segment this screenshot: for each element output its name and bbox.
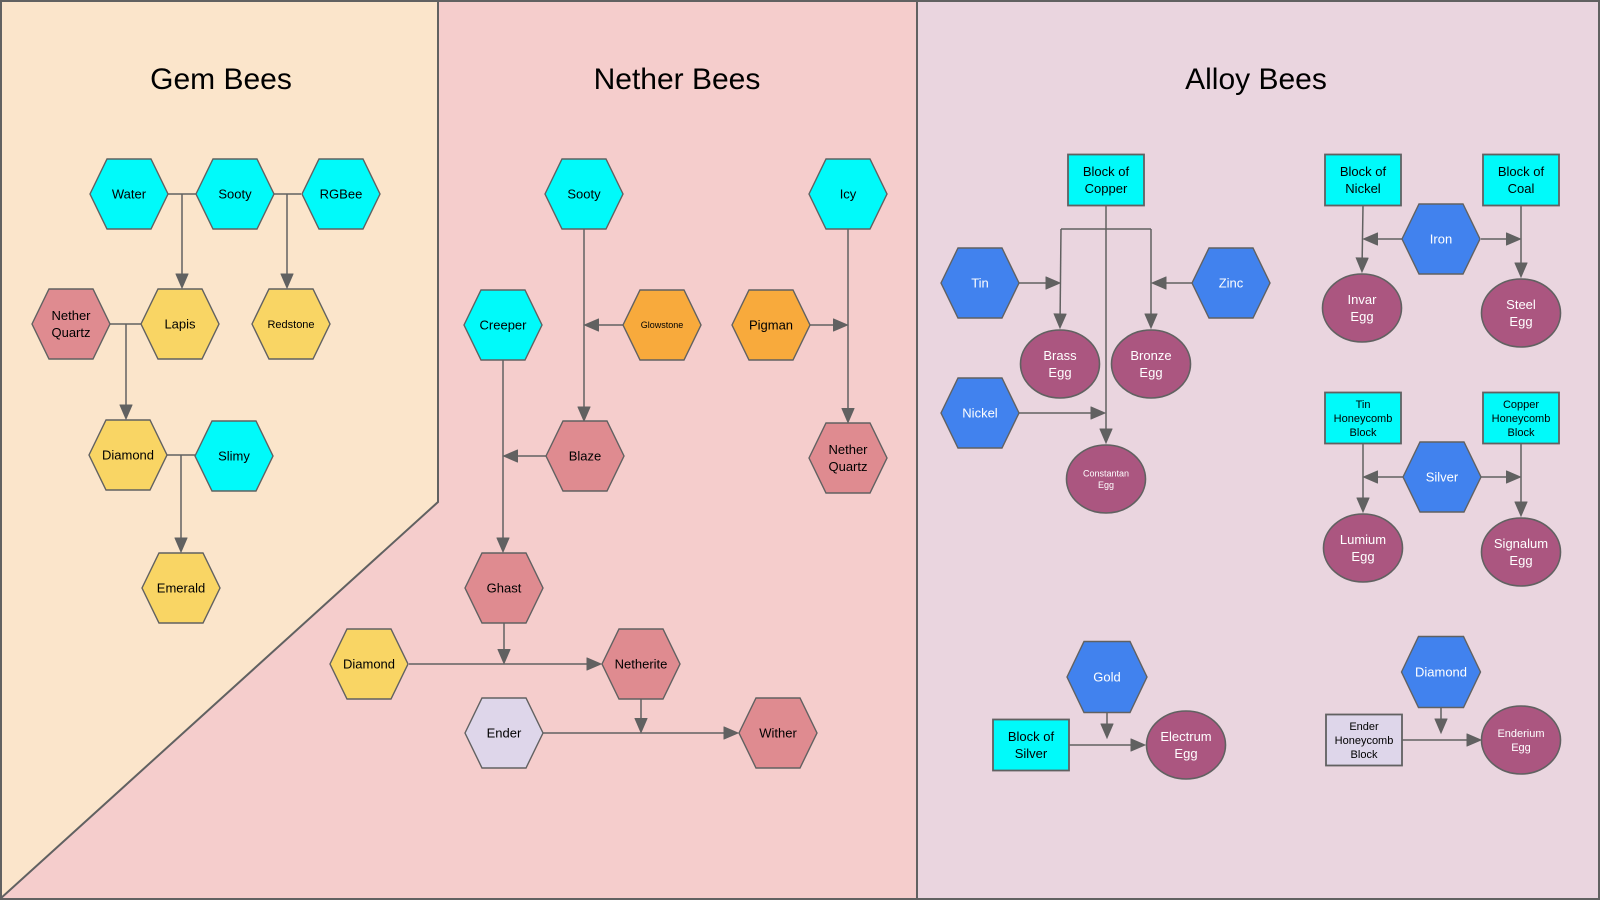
- svg-text:Ender: Ender: [1349, 721, 1379, 733]
- svg-text:Gem Bees: Gem Bees: [150, 63, 292, 96]
- svg-text:Constantan: Constantan: [1083, 468, 1129, 478]
- svg-text:Ghast: Ghast: [487, 581, 522, 596]
- svg-text:Pigman: Pigman: [749, 318, 793, 333]
- svg-text:Diamond: Diamond: [1415, 665, 1467, 680]
- svg-text:Slimy: Slimy: [218, 449, 250, 464]
- svg-text:Copper: Copper: [1085, 181, 1128, 196]
- svg-text:Creeper: Creeper: [480, 318, 528, 333]
- svg-text:Silver: Silver: [1426, 470, 1459, 485]
- svg-text:Alloy Bees: Alloy Bees: [1185, 63, 1327, 96]
- svg-text:Egg: Egg: [1509, 553, 1532, 568]
- svg-text:Diamond: Diamond: [343, 657, 395, 672]
- svg-text:Lumium: Lumium: [1340, 532, 1386, 547]
- svg-text:Nether: Nether: [828, 442, 868, 457]
- svg-text:Iron: Iron: [1430, 232, 1452, 247]
- svg-text:Gold: Gold: [1093, 670, 1120, 685]
- svg-text:Egg: Egg: [1511, 742, 1531, 754]
- svg-text:Blaze: Blaze: [569, 449, 602, 464]
- svg-text:Block of: Block of: [1340, 164, 1387, 179]
- svg-text:Emerald: Emerald: [157, 581, 205, 596]
- svg-text:Nickel: Nickel: [962, 406, 998, 421]
- svg-text:Electrum: Electrum: [1160, 729, 1211, 744]
- svg-text:Sooty: Sooty: [218, 187, 252, 202]
- svg-text:Silver: Silver: [1015, 746, 1048, 761]
- svg-text:Tin: Tin: [971, 276, 989, 291]
- svg-text:Honeycomb: Honeycomb: [1492, 413, 1551, 425]
- svg-text:Diamond: Diamond: [102, 448, 154, 463]
- svg-text:Wither: Wither: [759, 726, 797, 741]
- svg-text:Block: Block: [1508, 427, 1535, 439]
- svg-text:Egg: Egg: [1048, 365, 1071, 380]
- svg-text:Egg: Egg: [1351, 549, 1374, 564]
- svg-text:Egg: Egg: [1509, 314, 1532, 329]
- svg-text:Invar: Invar: [1348, 292, 1378, 307]
- svg-text:Egg: Egg: [1174, 746, 1197, 761]
- svg-text:Honeycomb: Honeycomb: [1335, 735, 1394, 747]
- svg-text:Egg: Egg: [1098, 480, 1114, 490]
- svg-text:Zinc: Zinc: [1219, 276, 1244, 291]
- svg-text:Egg: Egg: [1139, 365, 1162, 380]
- svg-text:Icy: Icy: [840, 187, 857, 202]
- svg-text:Tin: Tin: [1356, 399, 1371, 411]
- svg-text:Copper: Copper: [1503, 399, 1539, 411]
- svg-text:Coal: Coal: [1508, 181, 1535, 196]
- svg-text:Nether Bees: Nether Bees: [594, 63, 761, 96]
- svg-text:Netherite: Netherite: [615, 657, 668, 672]
- svg-text:Lapis: Lapis: [164, 317, 196, 332]
- svg-text:Nickel: Nickel: [1345, 181, 1381, 196]
- svg-text:Quartz: Quartz: [828, 459, 867, 474]
- svg-text:Block of: Block of: [1008, 729, 1055, 744]
- svg-text:Block: Block: [1351, 749, 1378, 761]
- svg-text:Redstone: Redstone: [267, 319, 314, 331]
- svg-text:Glowstone: Glowstone: [641, 320, 684, 330]
- svg-text:Nether: Nether: [51, 308, 91, 323]
- svg-text:Block of: Block of: [1498, 164, 1545, 179]
- svg-text:Brass: Brass: [1043, 348, 1077, 363]
- svg-text:Enderium: Enderium: [1497, 728, 1544, 740]
- svg-text:Honeycomb: Honeycomb: [1334, 413, 1393, 425]
- svg-text:Egg: Egg: [1350, 309, 1373, 324]
- svg-text:Block: Block: [1350, 427, 1377, 439]
- svg-text:RGBee: RGBee: [320, 187, 363, 202]
- svg-text:Quartz: Quartz: [51, 325, 90, 340]
- svg-text:Steel: Steel: [1506, 297, 1536, 312]
- svg-text:Bronze: Bronze: [1130, 348, 1171, 363]
- svg-text:Ender: Ender: [487, 726, 522, 741]
- svg-text:Water: Water: [112, 187, 147, 202]
- svg-text:Signalum: Signalum: [1494, 536, 1548, 551]
- svg-text:Sooty: Sooty: [567, 187, 601, 202]
- svg-text:Block of: Block of: [1083, 164, 1130, 179]
